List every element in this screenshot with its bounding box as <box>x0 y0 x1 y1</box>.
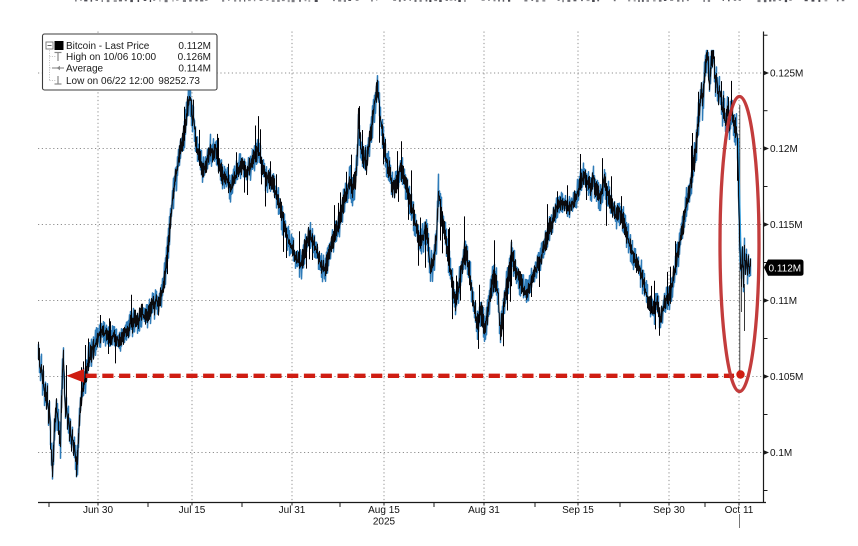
svg-text:Jul 31: Jul 31 <box>279 505 306 516</box>
svg-text:0.112M: 0.112M <box>769 263 802 274</box>
svg-text:98252.73: 98252.73 <box>158 76 200 87</box>
svg-text:Sep 15: Sep 15 <box>562 505 594 516</box>
svg-text:Aug 15: Aug 15 <box>368 505 400 516</box>
svg-text:Oct 11: Oct 11 <box>725 505 754 516</box>
svg-text:Bitcoin - Last Price: Bitcoin - Last Price <box>66 41 150 52</box>
svg-text:Jul 15: Jul 15 <box>179 505 206 516</box>
svg-text:Low on 06/22 12:00: Low on 06/22 12:00 <box>66 76 154 87</box>
svg-text:Jun 30: Jun 30 <box>83 505 113 516</box>
svg-text:0.125M: 0.125M <box>770 69 803 80</box>
svg-text:0.114M: 0.114M <box>178 63 211 74</box>
svg-text:0.112M: 0.112M <box>178 41 211 52</box>
svg-text:Average: Average <box>66 63 104 74</box>
svg-text:0.126M: 0.126M <box>178 52 211 63</box>
svg-text:2025: 2025 <box>373 517 396 528</box>
svg-text:Aug 31: Aug 31 <box>468 505 500 516</box>
svg-text:0.12M: 0.12M <box>770 144 798 155</box>
svg-text:0.115M: 0.115M <box>770 220 803 231</box>
svg-text:0.11M: 0.11M <box>770 296 797 307</box>
svg-text:0.105M: 0.105M <box>770 372 803 383</box>
svg-text:Sep 30: Sep 30 <box>653 505 685 516</box>
svg-text:High on 10/06 10:00: High on 10/06 10:00 <box>66 52 157 63</box>
svg-text:0.1M: 0.1M <box>770 448 792 459</box>
